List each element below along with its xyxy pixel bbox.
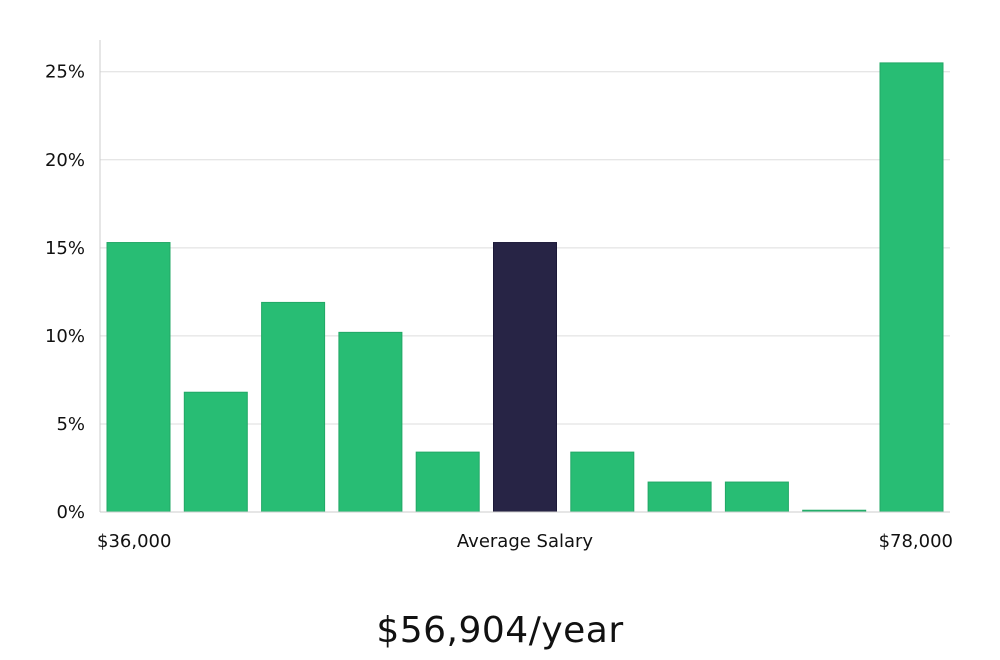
- bar: [338, 331, 403, 513]
- y-tick-label: 5%: [56, 414, 85, 435]
- salary-histogram: 0% 5% 10% 15% 20% 25% $36,000 Average Salary $78…: [45, 40, 953, 552]
- bar: [261, 301, 326, 513]
- bar: [415, 451, 480, 513]
- x-label-average: Average Salary: [457, 531, 594, 552]
- x-label-max: $78,000: [879, 531, 953, 552]
- x-label-min: $36,000: [97, 531, 171, 552]
- bar: [183, 391, 248, 513]
- bar: [647, 481, 712, 513]
- bar: [724, 481, 789, 513]
- bar: [570, 451, 635, 513]
- y-tick-label: 10%: [45, 326, 85, 347]
- y-tick-label: 20%: [45, 150, 85, 171]
- bar: [879, 62, 944, 513]
- average-salary-value: $56,904/year: [376, 610, 624, 651]
- bar-average-highlight: [493, 242, 557, 513]
- y-tick-label: 15%: [45, 238, 85, 259]
- y-tick-label: 0%: [56, 502, 85, 523]
- bar: [106, 242, 171, 513]
- y-tick-label: 25%: [45, 62, 85, 83]
